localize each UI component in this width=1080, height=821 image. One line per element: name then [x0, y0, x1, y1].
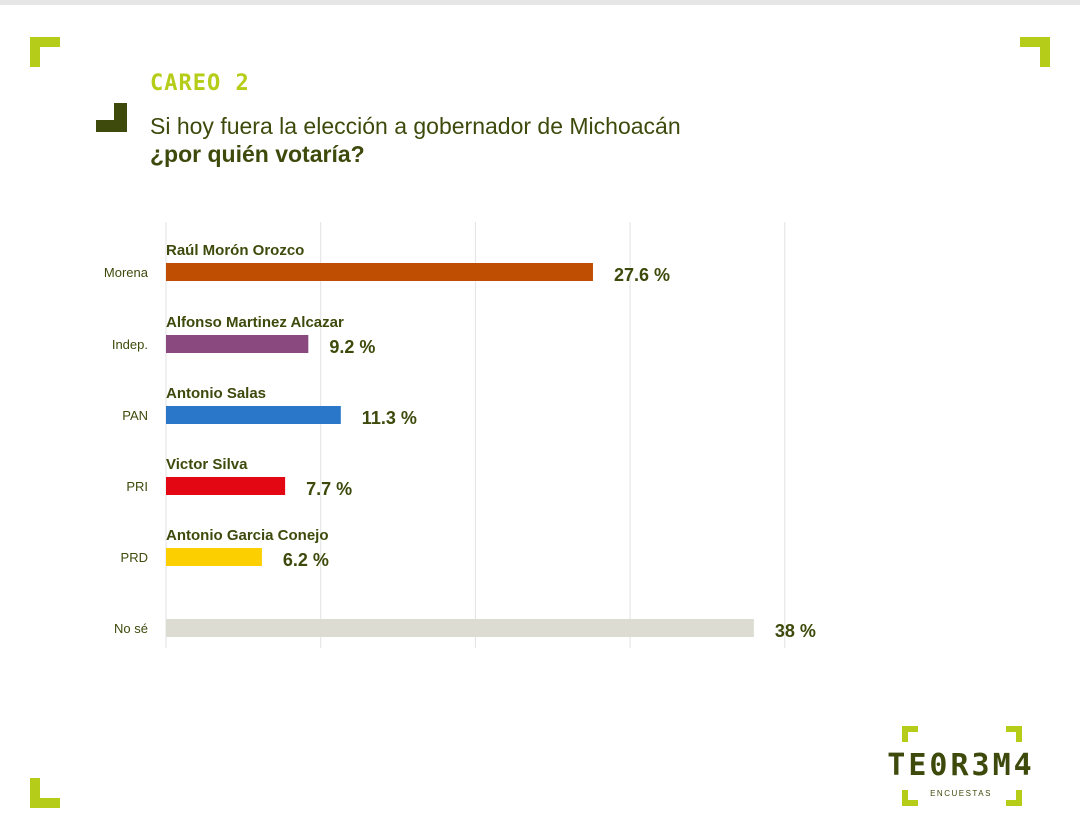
value-label: 6.2 %	[283, 550, 329, 570]
category-label: Indep.	[112, 337, 148, 352]
value-label: 38 %	[775, 621, 816, 641]
candidate-label: Antonio Garcia Conejo	[166, 527, 329, 544]
value-label: 27.6 %	[614, 265, 670, 285]
candidate-label: Antonio Salas	[166, 385, 266, 402]
top-bar	[0, 0, 1080, 5]
bar-pri	[166, 477, 286, 495]
candidate-label: Alfonso Martinez Alcazar	[166, 314, 344, 331]
eyebrow-label: CAREO 2	[150, 71, 250, 96]
question-title: Si hoy fuera la elección a gobernador de…	[150, 112, 681, 168]
logo-wordmark: TE0R3M4	[887, 748, 1035, 783]
logo-subtitle: ENCUESTAS	[930, 789, 992, 798]
candidate-label: Victor Silva	[166, 456, 248, 473]
question-line-1: Si hoy fuera la elección a gobernador de…	[150, 113, 681, 139]
category-label: PRD	[121, 550, 148, 565]
category-label: Morena	[104, 265, 149, 280]
value-label: 7.7 %	[306, 479, 352, 499]
category-label: PAN	[122, 408, 148, 423]
bar-pan	[166, 406, 341, 424]
category-label: No sé	[114, 621, 148, 636]
category-label: PRI	[126, 479, 148, 494]
bar-indep	[166, 335, 309, 353]
value-label: 9.2 %	[329, 337, 375, 357]
question-line-2: ¿por quién votaría?	[150, 141, 365, 167]
teorema-logo: TE0R3M4 ENCUESTAS	[868, 726, 1054, 808]
value-label: 11.3 %	[362, 408, 417, 428]
bracket-icon	[96, 103, 127, 132]
bar-prd	[166, 548, 262, 566]
bar-nos	[166, 619, 754, 637]
bar-morena	[166, 263, 593, 281]
candidate-label: Raúl Morón Orozco	[166, 242, 304, 259]
